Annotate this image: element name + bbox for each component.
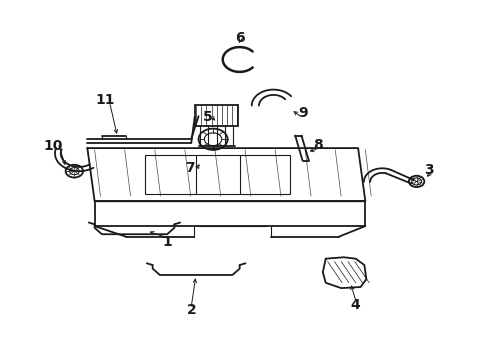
Text: 10: 10 <box>43 139 62 153</box>
Text: 5: 5 <box>203 110 213 124</box>
Text: 6: 6 <box>234 31 244 45</box>
Text: 3: 3 <box>424 163 433 177</box>
Text: 2: 2 <box>186 303 196 318</box>
Text: 1: 1 <box>162 235 172 249</box>
Text: 9: 9 <box>298 106 307 120</box>
Text: 8: 8 <box>312 138 322 152</box>
Text: 7: 7 <box>185 161 195 175</box>
FancyBboxPatch shape <box>195 105 238 126</box>
Text: 11: 11 <box>95 93 115 107</box>
Text: 4: 4 <box>350 298 360 312</box>
FancyBboxPatch shape <box>145 155 290 194</box>
